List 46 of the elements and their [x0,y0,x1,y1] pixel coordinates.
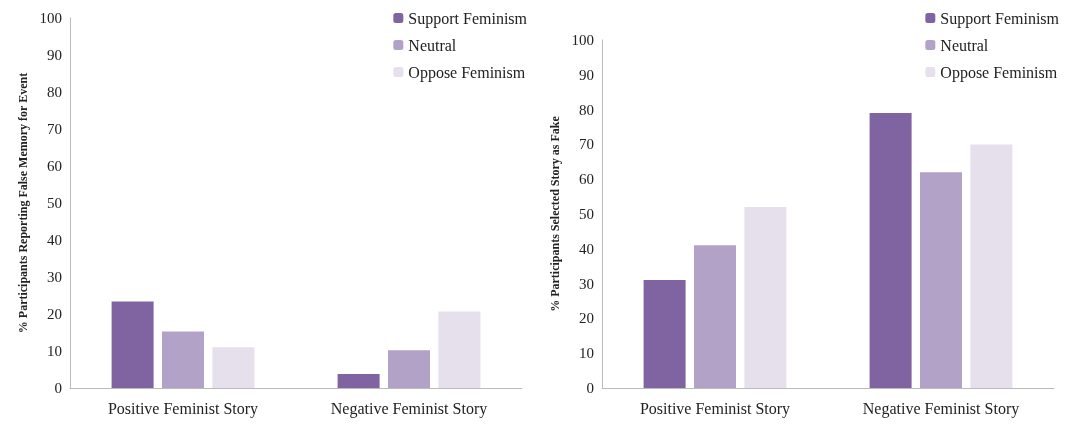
legend-label: Neutral [940,36,989,54]
y-tick-label: 70 [47,121,62,137]
y-tick-label: 100 [39,10,62,26]
x-tick-label: Positive Feminist Story [107,399,259,418]
y-tick-label: 30 [579,275,594,292]
legend-label: Oppose Feminism [408,63,526,82]
y-axis-title: % Participants Selected Story as Fake [547,115,562,312]
legend-label: Support Feminism [408,9,528,28]
y-tick-label: 50 [47,195,62,211]
y-tick-label: 40 [47,232,62,248]
bar [744,207,787,388]
bar [212,347,255,388]
bar [643,280,686,388]
y-tick-label: 60 [47,158,62,174]
y-tick-label: 20 [579,310,594,327]
y-tick-label: 50 [579,206,594,222]
y-tick-label: 0 [586,380,594,396]
y-tick-label: 90 [47,47,62,63]
y-tick-label: 0 [54,380,62,396]
bar [438,311,481,388]
x-tick-label: Negative Feminist Story [862,399,1020,418]
x-tick-label: Negative Feminist Story [330,399,488,418]
y-tick-label: 10 [47,343,62,359]
bar [388,350,430,388]
y-tick-label: 10 [579,345,594,362]
bar [920,172,962,388]
y-axis-title: % Participants Reporting False Memory for Event [15,72,30,334]
bar [694,245,736,388]
y-tick-label: 60 [579,171,594,188]
y-tick-label: 30 [47,269,62,285]
y-tick-label: 80 [47,84,62,100]
legend-label: Oppose Feminism [940,63,1058,82]
y-tick-label: 40 [579,240,594,257]
bar [337,373,380,388]
x-tick-label: Positive Feminist Story [639,399,791,418]
bar [970,144,1013,388]
bar [162,331,204,388]
bar [111,301,154,388]
legend-label: Support Feminism [940,9,1060,28]
legend-label: Neutral [408,36,457,54]
y-tick-label: 80 [579,101,594,118]
y-tick-label: 100 [571,32,594,48]
y-tick-label: 70 [579,136,594,153]
y-tick-label: 20 [47,306,62,322]
bar [869,113,912,388]
y-tick-label: 90 [579,66,594,83]
